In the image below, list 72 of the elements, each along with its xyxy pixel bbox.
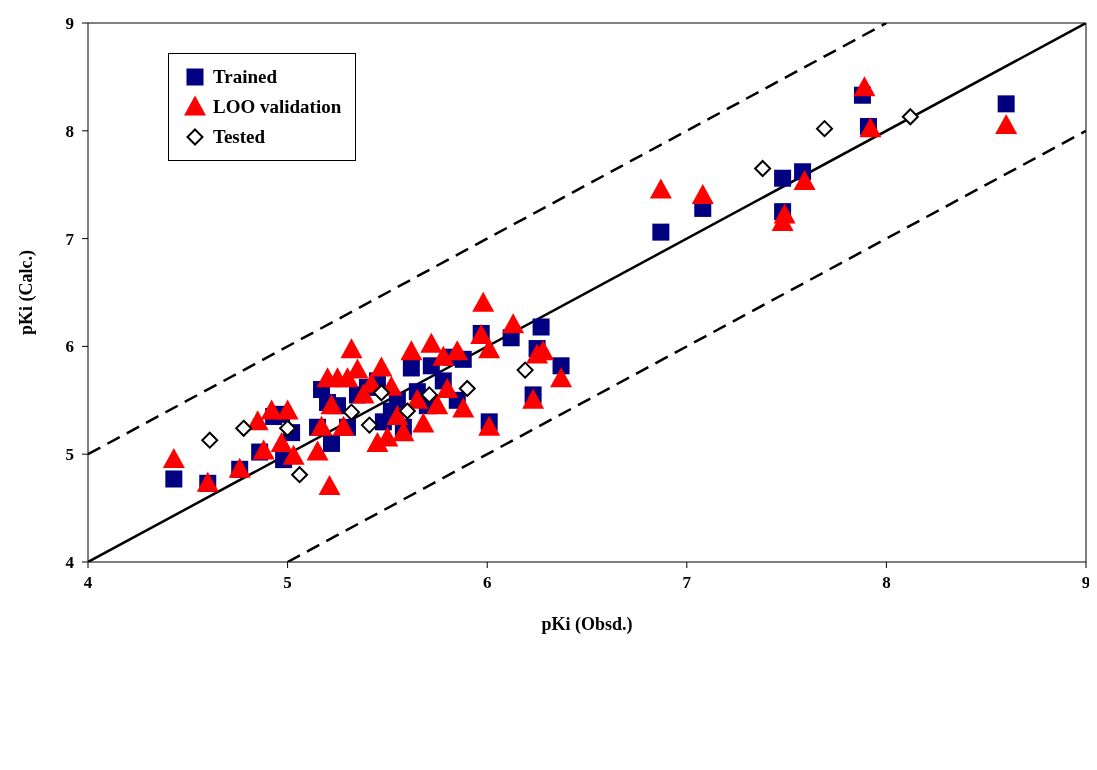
- point: [995, 113, 1018, 134]
- point: [458, 379, 476, 397]
- point: [402, 359, 420, 377]
- point: [452, 397, 475, 418]
- point: [276, 399, 299, 420]
- point: [446, 340, 469, 361]
- point: [398, 402, 416, 420]
- point: [201, 431, 219, 449]
- point: [436, 378, 459, 399]
- point: [318, 475, 341, 496]
- x-tick-label: 9: [1081, 573, 1091, 593]
- point: [478, 338, 501, 359]
- point: [310, 415, 333, 436]
- point: [306, 440, 329, 461]
- point: [550, 367, 573, 388]
- y-tick-label: 6: [65, 337, 74, 357]
- point: [859, 117, 882, 138]
- point: [282, 444, 305, 465]
- point: [420, 332, 443, 353]
- point: [853, 76, 876, 97]
- y-tick-label: 5: [65, 445, 74, 465]
- point: [370, 356, 393, 377]
- x-tick-label: 8: [882, 573, 891, 593]
- point: [901, 108, 919, 126]
- point: [432, 345, 455, 366]
- point: [342, 403, 360, 421]
- legend-label: LOO validation: [213, 96, 342, 118]
- y-tick-label: 9: [65, 14, 74, 34]
- point: [412, 412, 435, 433]
- y-tick-label: 7: [65, 229, 75, 249]
- point: [162, 448, 185, 469]
- point: [754, 160, 772, 178]
- x-tick-label: 5: [283, 573, 292, 593]
- point: [279, 419, 297, 437]
- point: [532, 318, 550, 336]
- point: [291, 466, 309, 484]
- point: [340, 338, 363, 359]
- point: [235, 419, 253, 437]
- point: [360, 416, 378, 434]
- point: [774, 169, 792, 187]
- point: [165, 470, 183, 488]
- point: [652, 223, 670, 241]
- point: [426, 394, 449, 415]
- point: [997, 95, 1015, 113]
- point: [691, 183, 714, 204]
- x-tick-label: 4: [83, 573, 93, 593]
- point: [320, 394, 343, 415]
- y-axis-title: pKi (Calc.): [16, 250, 38, 335]
- x-axis-title: pKi (Obsd.): [541, 614, 633, 635]
- point: [816, 120, 834, 138]
- point: [270, 431, 293, 452]
- point: [516, 361, 534, 379]
- point: [323, 434, 341, 452]
- legend-label: Tested: [213, 126, 266, 148]
- point: [552, 357, 570, 375]
- point: [502, 313, 525, 334]
- point: [478, 415, 501, 436]
- point: [332, 415, 355, 436]
- point: [252, 439, 275, 460]
- point: [372, 384, 390, 402]
- point: [420, 386, 438, 404]
- point: [649, 178, 672, 199]
- y-tick-label: 4: [65, 553, 75, 573]
- point: [472, 291, 495, 312]
- legend-label: Trained: [213, 66, 278, 88]
- point: [386, 404, 409, 425]
- point: [793, 169, 816, 190]
- point: [400, 340, 423, 361]
- x-tick-label: 6: [482, 573, 492, 593]
- x-tick-label: 7: [682, 573, 692, 593]
- y-tick-label: 8: [65, 121, 74, 141]
- point: [522, 388, 545, 409]
